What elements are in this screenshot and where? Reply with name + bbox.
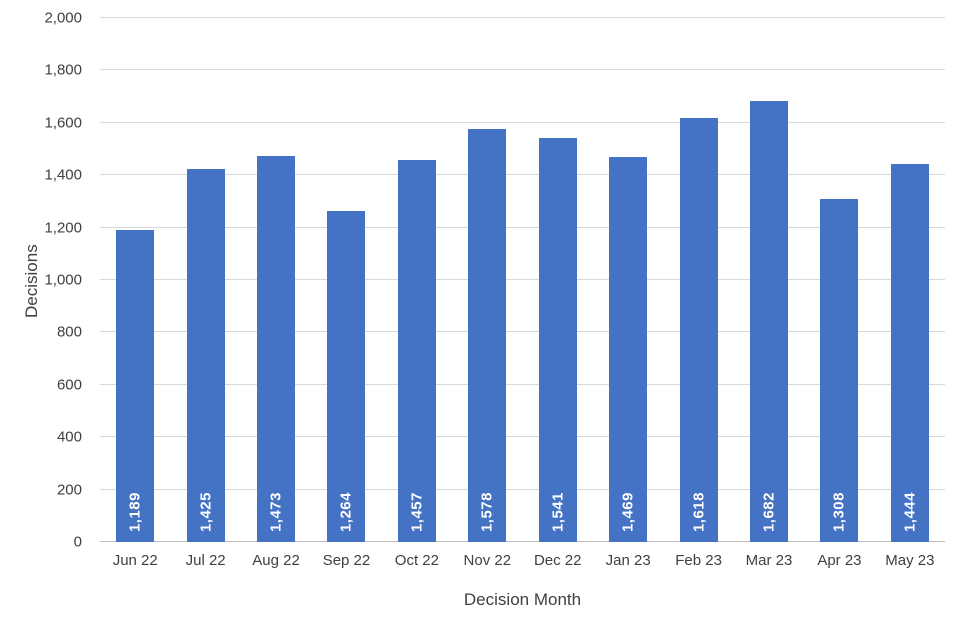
bar-slot: 1,578 bbox=[452, 18, 522, 542]
x-tick-label: Nov 22 bbox=[463, 552, 512, 569]
bar-slot: 1,618 bbox=[663, 18, 733, 542]
y-tick-label: 800 bbox=[56, 323, 82, 341]
x-tick-label: Dec 22 bbox=[533, 552, 582, 569]
bar-dec-22: 1,541 bbox=[538, 138, 577, 542]
gridline bbox=[100, 279, 945, 280]
gridline bbox=[100, 383, 945, 385]
bar-value-label: 1,541 bbox=[549, 491, 567, 532]
bar-value-label: 1,444 bbox=[901, 491, 919, 532]
bar-value-label: 1,308 bbox=[830, 491, 848, 532]
gridlines bbox=[100, 17, 945, 542]
gridline bbox=[100, 17, 945, 18]
y-tick-label: 400 bbox=[56, 428, 82, 446]
bar-value-label: 1,469 bbox=[619, 491, 637, 532]
y-tick-label: 200 bbox=[56, 481, 82, 499]
bar-slot: 1,473 bbox=[241, 18, 311, 542]
bar-aug-22: 1,473 bbox=[257, 156, 296, 542]
x-axis-line bbox=[100, 541, 945, 542]
bar-slot: 1,541 bbox=[523, 18, 593, 542]
bar-slot: 1,682 bbox=[734, 18, 804, 542]
y-tick-label: 1,000 bbox=[44, 271, 82, 289]
bar-sep-22: 1,264 bbox=[327, 210, 366, 542]
x-tick-label: Feb 23 bbox=[675, 552, 722, 569]
x-tick-label: Jul 22 bbox=[185, 552, 226, 569]
bar-may-23: 1,444 bbox=[890, 163, 929, 542]
bar-feb-23: 1,618 bbox=[679, 118, 718, 542]
bar-value-label: 1,425 bbox=[197, 491, 215, 532]
bar-apr-23: 1,308 bbox=[820, 199, 859, 542]
bar-slot: 1,425 bbox=[170, 18, 240, 542]
bar-value-label: 1,618 bbox=[690, 491, 708, 532]
y-tick-label: 1,400 bbox=[44, 166, 82, 184]
gridline bbox=[100, 69, 945, 71]
y-tick-label: 1,600 bbox=[44, 114, 82, 132]
gridline bbox=[100, 121, 945, 123]
y-axis-tick-labels: 0 200 400 600 800 1,000 1,200 1,400 1,600 1,800 2,… bbox=[0, 10, 90, 551]
bar-mar-23: 1,682 bbox=[750, 101, 789, 542]
bar-slot: 1,444 bbox=[875, 18, 945, 542]
gridline bbox=[100, 436, 945, 438]
gridline bbox=[100, 226, 945, 228]
y-tick-label: 2,000 bbox=[44, 9, 82, 27]
x-tick-label: Sep 22 bbox=[322, 552, 371, 569]
x-tick-label: Mar 23 bbox=[745, 552, 793, 569]
bar-slot: 1,264 bbox=[311, 18, 381, 542]
gridline bbox=[100, 174, 945, 176]
x-tick-label: Jan 23 bbox=[605, 552, 651, 569]
bar-value-label: 1,578 bbox=[478, 491, 496, 532]
y-tick-label: 1,800 bbox=[44, 61, 82, 79]
bar-slot: 1,457 bbox=[382, 18, 452, 542]
bar-slot: 1,469 bbox=[593, 18, 663, 542]
x-tick-label: Aug 22 bbox=[252, 552, 300, 569]
x-axis-tick-labels: Jun 22 Jul 22 Aug 22 Sep 22 Oct 22 Nov 22 Dec … bbox=[100, 552, 945, 569]
bar-jun-22: 1,189 bbox=[116, 230, 155, 542]
bar-jan-23: 1,469 bbox=[609, 157, 648, 542]
y-tick-label: 0 bbox=[73, 533, 82, 551]
gridline bbox=[100, 331, 945, 333]
y-tick-label: 600 bbox=[56, 376, 82, 394]
x-tick-label: Oct 22 bbox=[394, 552, 439, 569]
gridline bbox=[100, 488, 945, 490]
bar-slot: 1,308 bbox=[804, 18, 874, 542]
bar-jul-22: 1,425 bbox=[186, 168, 225, 542]
bar-nov-22: 1,578 bbox=[468, 128, 507, 542]
bar-value-label: 1,457 bbox=[408, 491, 426, 532]
x-tick-label: Apr 23 bbox=[817, 552, 862, 569]
bar-oct-22: 1,457 bbox=[397, 160, 436, 542]
plot-area: 1,189 1,425 1,473 1,264 1,457 1,578 1,541 1,469… bbox=[100, 17, 945, 542]
bar-value-label: 1,473 bbox=[267, 491, 285, 532]
bars-container: 1,189 1,425 1,473 1,264 1,457 1,578 1,541 1,469… bbox=[100, 18, 945, 542]
bar-value-label: 1,682 bbox=[760, 491, 778, 532]
x-tick-label: May 23 bbox=[885, 552, 935, 569]
bar-slot: 1,189 bbox=[100, 18, 170, 542]
bar-value-label: 1,264 bbox=[337, 491, 355, 532]
x-tick-label: Jun 22 bbox=[112, 552, 158, 569]
x-axis-title: Decision Month bbox=[463, 590, 582, 609]
y-tick-label: 1,200 bbox=[44, 219, 82, 237]
bar-value-label: 1,189 bbox=[126, 491, 144, 532]
